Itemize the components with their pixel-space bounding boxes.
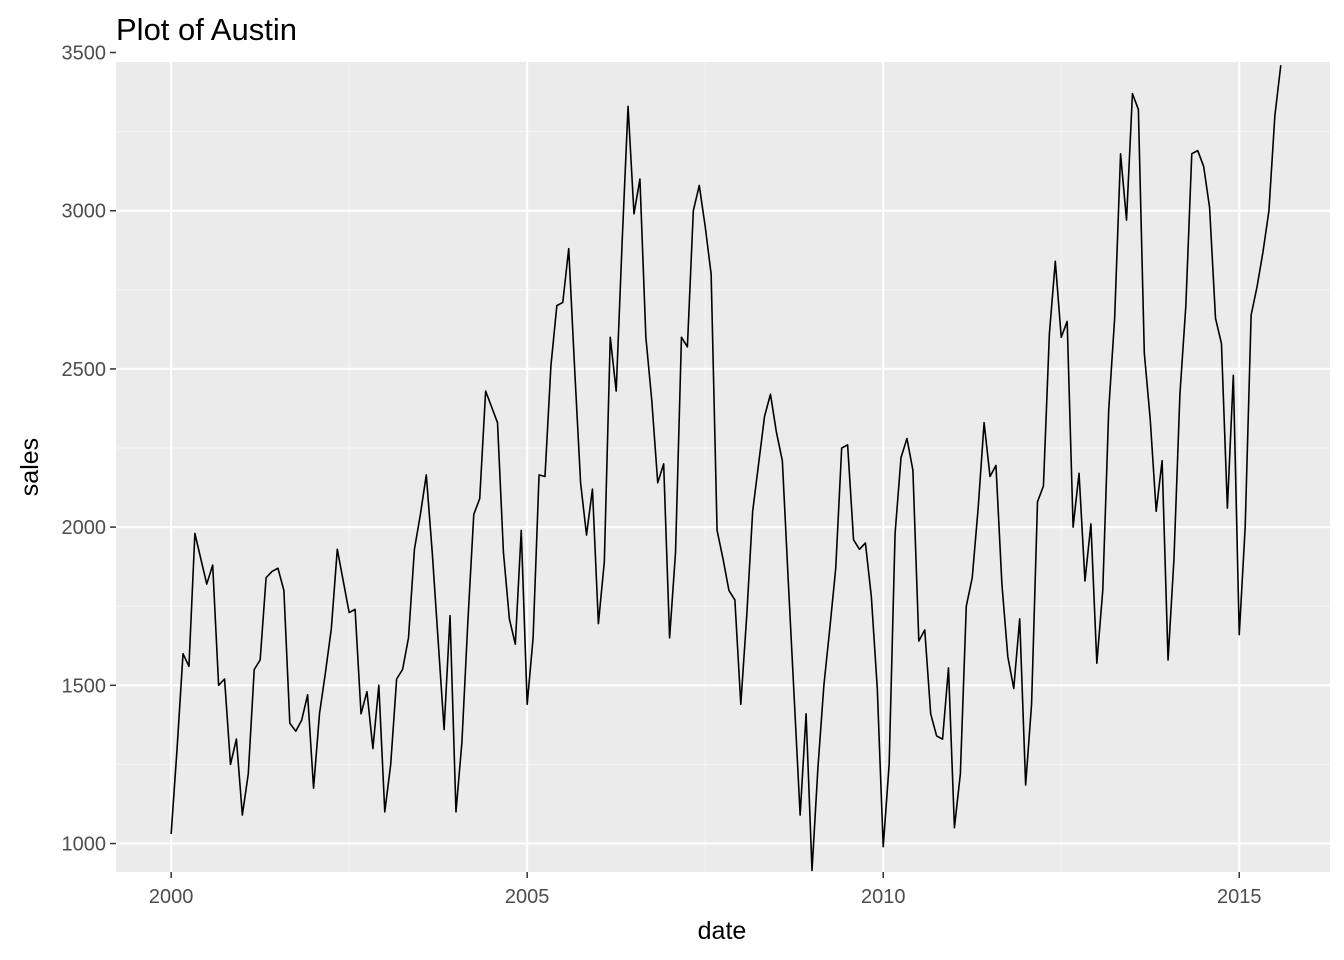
y-tick-label: 3500 [62, 43, 107, 65]
x-tick-label: 2015 [1217, 886, 1262, 908]
major-gridlines [116, 51, 1330, 872]
minor-gridlines [116, 62, 1330, 872]
y-tick-label: 1500 [62, 675, 107, 697]
x-axis-title: date [698, 917, 747, 945]
plot-panel [116, 62, 1330, 872]
y-axis: 1000 1500 2000 2500 3000 3500 [62, 43, 116, 856]
x-tick-label: 2000 [149, 886, 194, 908]
y-axis-title: sales [16, 438, 44, 496]
chart-title: Plot of Austin [116, 12, 297, 47]
y-tick-label: 3000 [62, 201, 107, 223]
x-tick-label: 2005 [505, 886, 550, 908]
x-axis: 2000 2005 2010 2015 [149, 872, 1262, 908]
x-tick-label: 2010 [861, 886, 906, 908]
series-line-sales [170, 65, 1282, 872]
y-tick-label: 1000 [62, 834, 107, 856]
y-tick-label: 2000 [62, 517, 107, 539]
y-tick-label: 2500 [62, 359, 107, 381]
